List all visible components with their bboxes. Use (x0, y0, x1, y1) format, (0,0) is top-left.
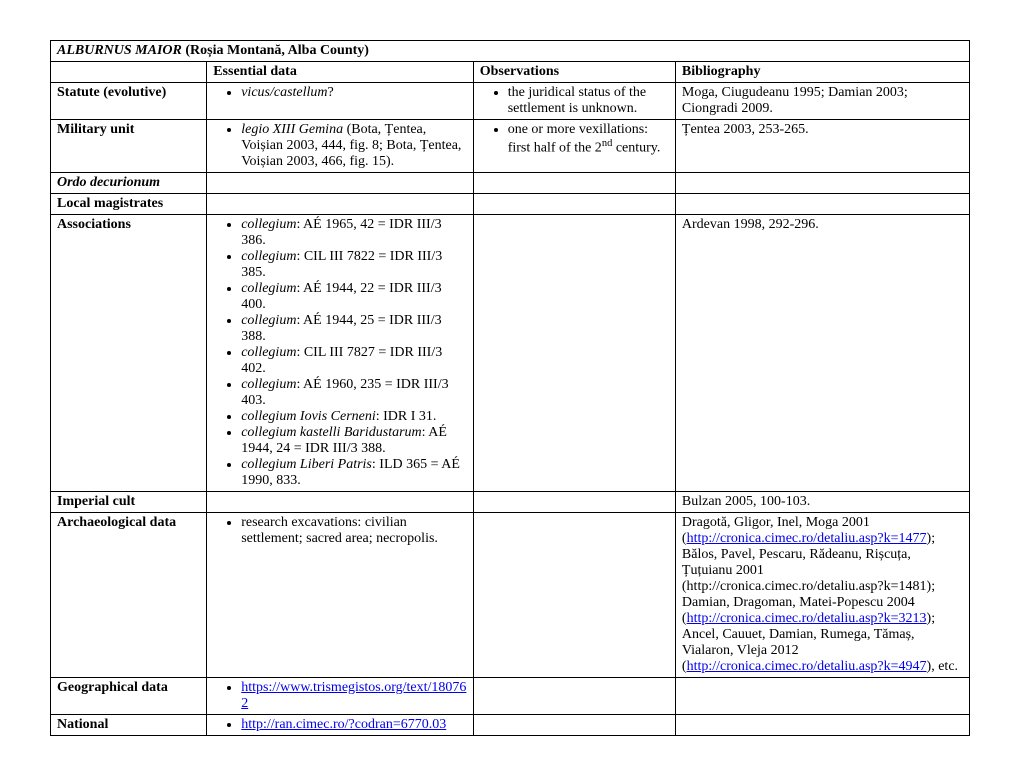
ordo-obs (473, 173, 675, 194)
assoc-item-italic: collegium Iovis Cerneni (241, 409, 376, 424)
military-bib: Țentea 2003, 253-265. (675, 120, 969, 173)
imperial-obs (473, 492, 675, 513)
imperial-label: Imperial cult (51, 492, 207, 513)
geo-link[interactable]: https://www.trismegistos.org/text/180762 (241, 680, 466, 711)
header-col0 (51, 62, 207, 83)
assoc-essential: collegium: AÉ 1965, 42 = IDR III/3 386. … (207, 215, 474, 492)
assoc-item-italic: collegium kastelli Baridustarum (241, 425, 421, 440)
ordo-label: Ordo decurionum (51, 173, 207, 194)
header-col2: Observations (473, 62, 675, 83)
arch-obs (473, 513, 675, 678)
local-bib (675, 194, 969, 215)
military-obs: one or more vexillations: first half of … (473, 120, 675, 173)
statute-essential-italic: vicus/castellum (241, 85, 327, 100)
statute-label: Statute (evolutive) (51, 83, 207, 120)
arch-essential-item: research excavations: civilian settlemen… (241, 515, 467, 547)
geo-label: Geographical data (51, 678, 207, 715)
arch-bib-link3[interactable]: http://cronica.cimec.ro/detaliu.asp?k=49… (687, 659, 927, 674)
ordo-essential (207, 173, 474, 194)
assoc-item-italic: collegium Liberi Patris (241, 457, 372, 472)
title-italic: ALBURNUS MAIOR (57, 43, 182, 58)
main-table: ALBURNUS MAIOR (Roșia Montană, Alba Coun… (50, 40, 970, 736)
assoc-item-italic: collegium (241, 377, 296, 392)
geo-bib (675, 678, 969, 715)
local-label: Local magistrates (51, 194, 207, 215)
assoc-item-italic: collegium (241, 281, 296, 296)
military-essential: legio XIII Gemina (Bota, Țentea, Voișian… (207, 120, 474, 173)
national-obs (473, 715, 675, 736)
header-col3: Bibliography (675, 62, 969, 83)
assoc-item-italic: collegium (241, 313, 296, 328)
geo-obs (473, 678, 675, 715)
imperial-bib: Bulzan 2005, 100-103. (675, 492, 969, 513)
military-essential-italic: legio XIII Gemina (241, 122, 343, 137)
row-assoc: Associations collegium: AÉ 1965, 42 = ID… (51, 215, 970, 492)
title-suffix: (Roșia Montană, Alba County) (182, 43, 369, 58)
arch-bib-p4: ), etc. (927, 659, 958, 674)
assoc-obs (473, 215, 675, 492)
arch-essential: research excavations: civilian settlemen… (207, 513, 474, 678)
row-national: National http://ran.cimec.ro/?codran=677… (51, 715, 970, 736)
row-arch: Archaeological data research excavations… (51, 513, 970, 678)
statute-obs-item: the juridical status of the settlement i… (508, 85, 669, 117)
military-obs-sup: nd (602, 138, 613, 149)
header-col1: Essential data (207, 62, 474, 83)
row-military: Military unit legio XIII Gemina (Bota, Ț… (51, 120, 970, 173)
assoc-bib: Ardevan 1998, 292-296. (675, 215, 969, 492)
assoc-item-italic: collegium (241, 217, 296, 232)
statute-obs: the juridical status of the settlement i… (473, 83, 675, 120)
header-row: Essential data Observations Bibliography (51, 62, 970, 83)
arch-label: Archaeological data (51, 513, 207, 678)
military-label: Military unit (51, 120, 207, 173)
arch-bib-link2[interactable]: http://cronica.cimec.ro/detaliu.asp?k=32… (687, 611, 927, 626)
national-link[interactable]: http://ran.cimec.ro/?codran=6770.03 (241, 717, 446, 732)
ordo-bib (675, 173, 969, 194)
assoc-item-rest: : IDR I 31. (376, 409, 437, 424)
statute-bib: Moga, Ciugudeanu 1995; Damian 2003; Cion… (675, 83, 969, 120)
national-bib (675, 715, 969, 736)
row-ordo: Ordo decurionum (51, 173, 970, 194)
statute-essential-suffix: ? (328, 85, 334, 100)
title-cell: ALBURNUS MAIOR (Roșia Montană, Alba Coun… (51, 41, 970, 62)
title-row: ALBURNUS MAIOR (Roșia Montană, Alba Coun… (51, 41, 970, 62)
row-local: Local magistrates (51, 194, 970, 215)
statute-essential: vicus/castellum? (207, 83, 474, 120)
row-imperial: Imperial cult Bulzan 2005, 100-103. (51, 492, 970, 513)
assoc-item-italic: collegium (241, 345, 296, 360)
military-obs-post: century. (612, 141, 660, 156)
assoc-item-italic: collegium (241, 249, 296, 264)
row-statute: Statute (evolutive) vicus/castellum? the… (51, 83, 970, 120)
national-essential: http://ran.cimec.ro/?codran=6770.03 (207, 715, 474, 736)
geo-essential: https://www.trismegistos.org/text/180762 (207, 678, 474, 715)
arch-bib: Dragotă, Gligor, Inel, Moga 2001 (http:/… (675, 513, 969, 678)
local-essential (207, 194, 474, 215)
row-geo: Geographical data https://www.trismegist… (51, 678, 970, 715)
imperial-essential (207, 492, 474, 513)
local-obs (473, 194, 675, 215)
national-label: National (51, 715, 207, 736)
assoc-label: Associations (51, 215, 207, 492)
arch-bib-link1[interactable]: http://cronica.cimec.ro/detaliu.asp?k=14… (687, 531, 927, 546)
